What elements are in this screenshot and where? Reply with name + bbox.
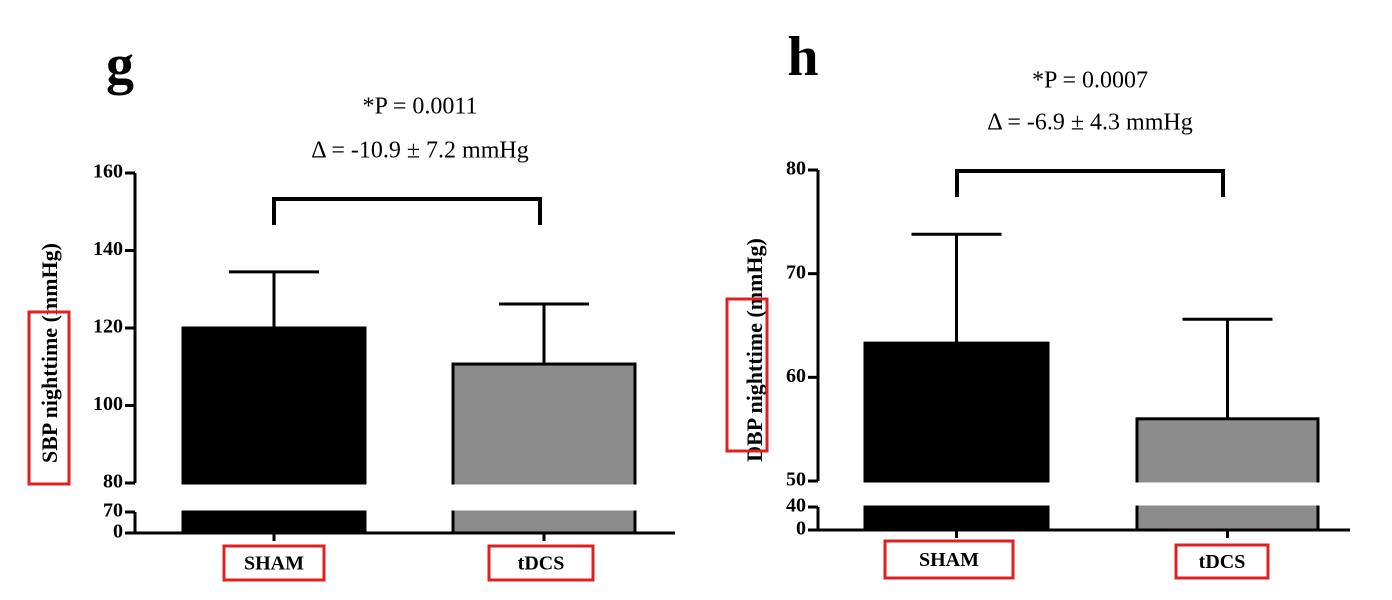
annotation: Δ = -6.9 ± 4.3 mmHg (987, 110, 1192, 136)
x-tick-label: tDCS (1199, 551, 1246, 573)
x-tick-label: SHAM (244, 553, 304, 575)
significance-bracket (955, 169, 1225, 197)
y-tick-label: 100 (93, 393, 123, 415)
significance-bracket (272, 197, 542, 225)
axis-break (115, 484, 675, 511)
y-tick-label: 70 (103, 500, 123, 522)
highlight-box (222, 544, 326, 582)
x-tick-label: SHAM (919, 549, 979, 571)
y-axis-label: DBP nighttime (mmHg) (742, 238, 767, 462)
highlight-box (1174, 543, 1270, 580)
annotation: *P = 0.0007 (1032, 68, 1148, 94)
highlight-box (883, 539, 1015, 580)
y-tick-label: 160 (93, 161, 123, 183)
y-tick-label: 40 (786, 495, 806, 517)
y-tick-label: 60 (786, 365, 806, 387)
y-tick-label: 70 (786, 261, 806, 283)
highlight-box (725, 297, 769, 453)
panel-label: g (106, 34, 134, 96)
panel: g *P = 0.0011 Δ = -10.9 ± 7.2 mmHg SBP nigh… (27, 34, 675, 582)
y-tick-label: 50 (786, 469, 806, 491)
bar (1135, 417, 1320, 532)
panel-label: h (787, 26, 818, 88)
annotation: Δ = -10.9 ± 7.2 mmHg (311, 138, 528, 164)
x-tick-label: tDCS (518, 553, 565, 575)
y-tick-label: 80 (786, 158, 806, 180)
y-tick-label: 80 (103, 471, 123, 493)
panel: h *P = 0.0007 Δ = -6.9 ± 4.3 mmHg DBP night… (725, 26, 1350, 580)
axis-break (798, 482, 1350, 506)
y-tick-label: 0 (796, 518, 806, 540)
annotation: *P = 0.0011 (362, 94, 477, 120)
y-tick-label: 0 (113, 521, 123, 543)
y-axis-label: SBP nighttime (mmHg) (37, 243, 62, 463)
highlight-box (487, 544, 595, 582)
highlight-box (27, 310, 71, 486)
y-tick-label: 140 (93, 238, 123, 260)
y-tick-label: 120 (93, 316, 123, 338)
